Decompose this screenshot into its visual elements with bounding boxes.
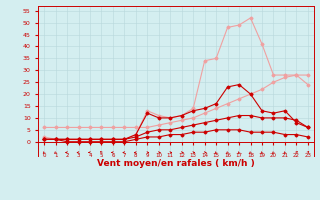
X-axis label: Vent moyen/en rafales ( km/h ): Vent moyen/en rafales ( km/h ) <box>97 159 255 168</box>
